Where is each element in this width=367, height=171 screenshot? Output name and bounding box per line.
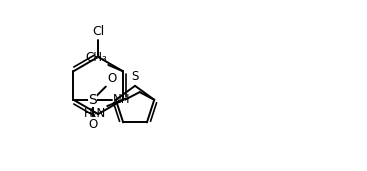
Text: S: S [131,70,139,83]
Text: O: O [107,72,116,85]
Text: NH: NH [113,93,131,106]
Text: S: S [88,93,97,107]
Text: O: O [88,118,97,131]
Text: Cl: Cl [92,25,104,38]
Text: H₂N: H₂N [84,107,106,120]
Text: CH₃: CH₃ [85,51,107,64]
